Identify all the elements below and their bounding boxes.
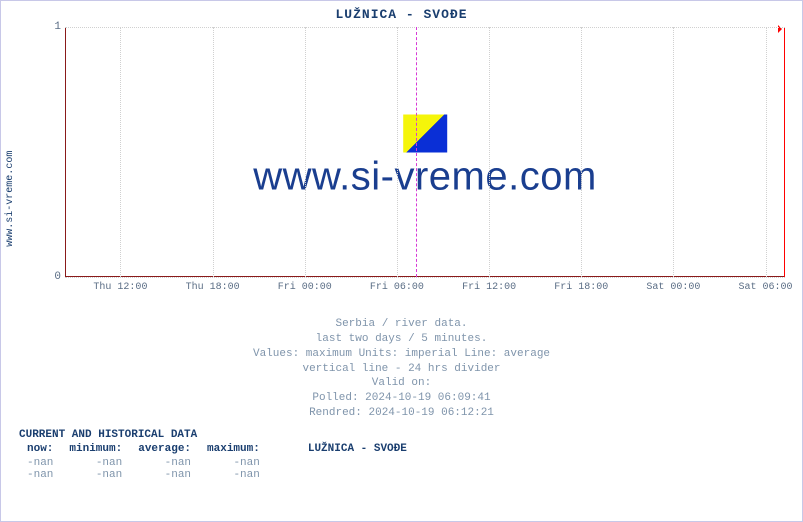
hist-cell: -nan [130, 457, 199, 469]
meta-divider: vertical line - 24 hrs divider [1, 362, 802, 377]
hist-col-header: now: [19, 443, 61, 457]
meta-valid: Valid on: [1, 376, 802, 391]
x-tick-label: Sat 00:00 [646, 282, 700, 293]
hist-cell: -nan [199, 457, 268, 469]
meta-source: Serbia / river data. [1, 317, 802, 332]
hist-cell: -nan [199, 469, 268, 481]
hist-col-header: average: [130, 443, 199, 457]
x-tick-label: Thu 18:00 [186, 282, 240, 293]
gridline-v [673, 27, 674, 277]
y-tick-label: 1 [47, 21, 61, 33]
x-tick-label: Thu 12:00 [93, 282, 147, 293]
x-tick-label: Fri 00:00 [278, 282, 332, 293]
x-tick-label: Sat 06:00 [739, 282, 793, 293]
x-tick-label: Fri 18:00 [554, 282, 608, 293]
hist-col-header: minimum: [61, 443, 130, 457]
plot-area: www.si-vreme.com 01Thu 12:00Thu 18:00Fri… [65, 27, 785, 277]
gridline-v [305, 27, 306, 277]
gridline-v [120, 27, 121, 277]
historical-data: CURRENT AND HISTORICAL DATA now:minimum:… [19, 429, 415, 481]
divider-24h [416, 27, 417, 277]
hist-series-label: LUŽNICA - SVOĐE [268, 443, 415, 457]
hist-cell: -nan [19, 469, 61, 481]
x-tick-label: Fri 06:00 [370, 282, 424, 293]
hist-cell: -nan [61, 469, 130, 481]
meta-values: Values: maximum Units: imperial Line: av… [1, 347, 802, 362]
y-axis-link[interactable]: www.si-vreme.com [5, 151, 16, 247]
table-row: -nan-nan-nan-nan [19, 457, 415, 469]
y-axis [65, 27, 66, 277]
gridline-v [489, 27, 490, 277]
historical-heading: CURRENT AND HISTORICAL DATA [19, 429, 415, 441]
hist-cell: -nan [130, 469, 199, 481]
gridline-v [213, 27, 214, 277]
table-row: -nan-nan-nan-nan [19, 469, 415, 481]
gridline-v [397, 27, 398, 277]
gridline-h [65, 277, 785, 278]
hist-cell: -nan [61, 457, 130, 469]
meta-range: last two days / 5 minutes. [1, 332, 802, 347]
gridline-v [581, 27, 582, 277]
watermark-logo-icon [403, 115, 447, 153]
hist-col-header: maximum: [199, 443, 268, 457]
chart-metadata: Serbia / river data. last two days / 5 m… [1, 317, 802, 421]
historical-table: now:minimum:average:maximum:LUŽNICA - SV… [19, 443, 415, 481]
hist-cell: -nan [19, 457, 61, 469]
chart-title: LUŽNICA - SVOĐE [1, 1, 802, 22]
gridline-h [65, 27, 785, 28]
y-tick-label: 0 [47, 271, 61, 283]
chart-area: www.si-vreme.com 01Thu 12:00Thu 18:00Fri… [45, 27, 785, 297]
meta-polled: Polled: 2024-10-19 06:09:41 [1, 391, 802, 406]
end-marker [784, 27, 785, 277]
gridline-v [766, 27, 767, 277]
meta-rendered: Rendred: 2024-10-19 06:12:21 [1, 406, 802, 421]
x-tick-label: Fri 12:00 [462, 282, 516, 293]
